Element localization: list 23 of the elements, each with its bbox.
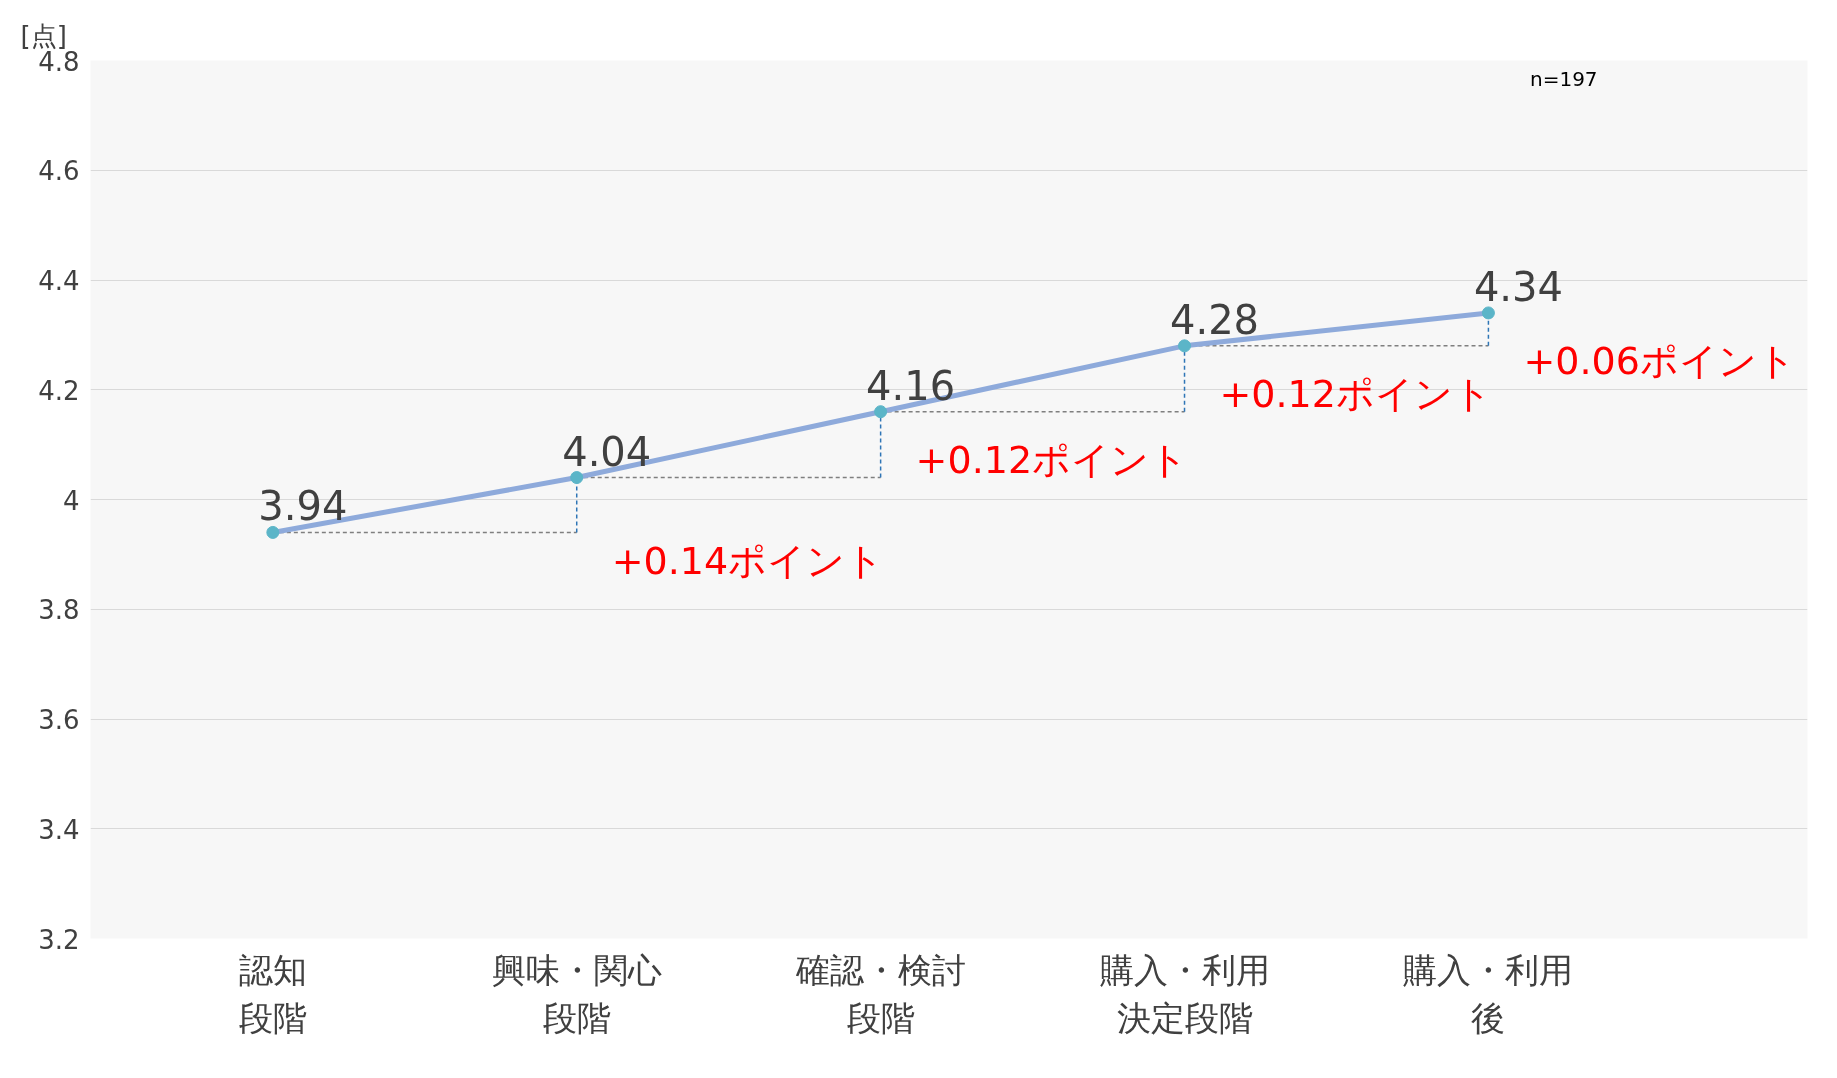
x-tick-label: 興味・関心段階 [491, 949, 662, 1038]
x-tick-label: 購入・利用決定段階 [1099, 949, 1270, 1038]
annotation: n=197 [1529, 66, 1598, 91]
y-tick-label: 3.4 [38, 814, 80, 845]
annotation: +0.12ポイント [1219, 371, 1492, 416]
data-label: 3.94 [258, 483, 348, 530]
annotation: +0.06ポイント [1523, 338, 1796, 383]
y-tick-label: 3.6 [38, 705, 80, 735]
y-tick-label: 4.4 [38, 266, 80, 296]
y-tick-label: 4.6 [38, 156, 80, 187]
y-tick-label: 3.2 [38, 924, 80, 955]
data-label: 4.34 [1473, 263, 1563, 310]
data-label: 4.28 [1169, 296, 1260, 343]
annotation: +0.12ポイント [915, 437, 1189, 482]
data-label: 4.04 [562, 428, 652, 475]
x-tick-label: 確認・検討段階 [794, 949, 966, 1038]
annotation: +0.14ポイント [611, 538, 885, 583]
y-tick-label: 3.8 [38, 595, 80, 626]
y-tick-label: 4 [62, 485, 80, 516]
x-tick-label: 認知段階 [238, 949, 307, 1038]
x-tick-label: 購入・利用後 [1403, 949, 1574, 1038]
y-tick-label: 4.2 [38, 375, 80, 406]
data-label: 4.16 [866, 362, 956, 409]
